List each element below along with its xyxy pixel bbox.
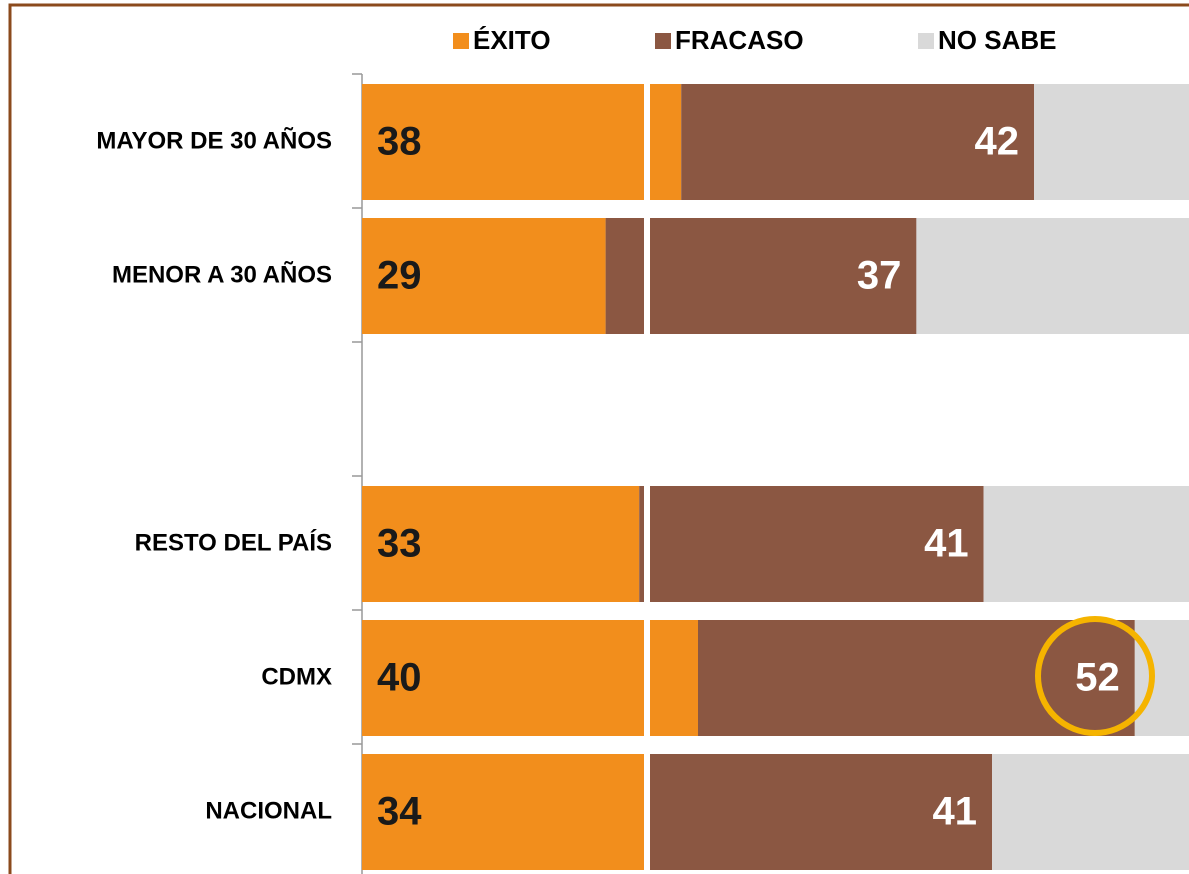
value-label: 40 [377,656,422,700]
value-label: 34 [377,790,422,834]
bar-segment [992,754,1189,870]
category-label: NACIONAL [205,797,332,824]
bar-segment [362,218,606,334]
plot: ÉXITO FRACASO NO SABE MAYOR DE 30 AÑOS 38 42 M… [96,25,1189,874]
value-label: 41 [933,790,978,834]
highlight-circle [1035,616,1155,736]
bar-segment [916,218,1189,334]
legend-label: ÉXITO [473,25,551,55]
value-label: 33 [377,522,422,566]
legend-swatch [453,33,469,49]
category-label: MENOR A 30 AÑOS [112,260,332,288]
value-label: 29 [377,254,422,298]
bar-segment [605,218,917,334]
bar-segment [1034,84,1189,200]
category-label: MAYOR DE 30 AÑOS [96,126,332,154]
value-label: 38 [377,120,422,164]
bar-segment [362,84,682,200]
value-label: 37 [857,254,902,298]
bar-segment [647,754,992,870]
legend-swatch [655,33,671,49]
value-label: 42 [975,120,1020,164]
bar-segment [362,620,698,736]
bar-segment [681,84,1034,200]
category-label: RESTO DEL PAÍS [135,528,332,556]
bar-segment [362,754,648,870]
bar-segment [983,486,1189,602]
legend-label: FRACASO [675,25,804,55]
category-label: CDMX [261,663,332,690]
bar-segment [362,486,640,602]
legend-label: NO SABE [938,25,1056,55]
value-label: 52 [1075,656,1120,700]
bar-segment [698,620,1135,736]
value-label: 41 [924,522,969,566]
legend-swatch [918,33,934,49]
bar-segment [1134,620,1189,736]
bar-segment [639,486,984,602]
frame [8,3,1189,874]
